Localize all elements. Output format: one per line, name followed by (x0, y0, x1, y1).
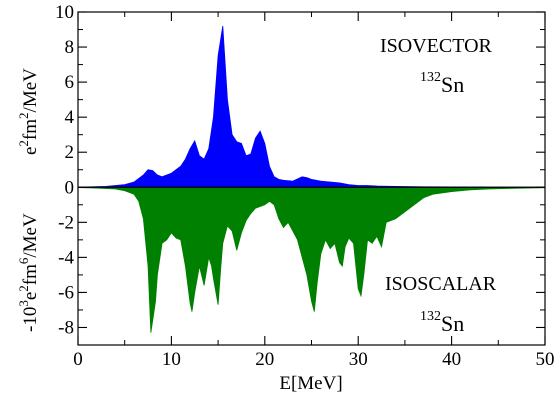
x-tick-label: 10 (162, 349, 181, 370)
isoscalar-nucleus: 132Sn (420, 309, 464, 336)
ylabel-lower-sup2: 2 (16, 285, 31, 292)
x-axis-label: E[MeV] (279, 373, 342, 394)
y-tick-label: 8 (65, 37, 75, 58)
ylabel-lower-sup3: 6 (16, 257, 31, 264)
y-tick-label: 4 (65, 107, 75, 128)
ylabel-lower-mid2: fm (20, 264, 41, 285)
ylabel-upper-base: e (20, 147, 41, 155)
isoscalar-element: Sn (441, 311, 464, 336)
isoscalar-area (77, 186, 546, 333)
ylabel-upper-sup1: 2 (16, 140, 31, 147)
y-tick-label: 10 (55, 2, 74, 23)
y-tick-label: -6 (58, 282, 74, 303)
ylabel-lower-tail: /MeV (20, 213, 41, 258)
isovector-mass-number: 132 (420, 70, 441, 85)
y-axis-label-upper: e2fm2/MeV (16, 68, 41, 155)
ylabel-upper-mid: fm (20, 119, 41, 140)
ylabel-lower-mid: e (20, 292, 41, 300)
isovector-element: Sn (441, 72, 464, 97)
ylabel-lower-base: -10 (20, 307, 41, 332)
y-tick-label: 2 (65, 142, 75, 163)
x-tick-label: 30 (349, 349, 368, 370)
ylabel-upper-tail: /MeV (20, 68, 41, 113)
ylabel-lower-sup1: 3 (16, 300, 31, 307)
x-tick-label: 0 (73, 349, 83, 370)
x-tick-label: 50 (536, 349, 555, 370)
y-tick-label: -4 (58, 247, 74, 268)
x-tick-label: 20 (255, 349, 274, 370)
y-axis-label-lower: -103e2fm6/MeV (16, 213, 41, 332)
isovector-nucleus: 132Sn (420, 70, 464, 97)
isovector-area (77, 25, 546, 188)
isovector-label: ISOVECTOR (380, 35, 493, 57)
ylabel-upper-sup2: 2 (16, 112, 31, 119)
y-tick-label: -2 (58, 212, 74, 233)
x-tick-label: 40 (442, 349, 461, 370)
y-tick-label: 0 (65, 177, 75, 198)
y-tick-label: 6 (65, 72, 75, 93)
y-tick-label: -8 (58, 317, 74, 338)
isoscalar-mass-number: 132 (420, 309, 441, 324)
isoscalar-label: ISOSCALAR (385, 273, 497, 295)
